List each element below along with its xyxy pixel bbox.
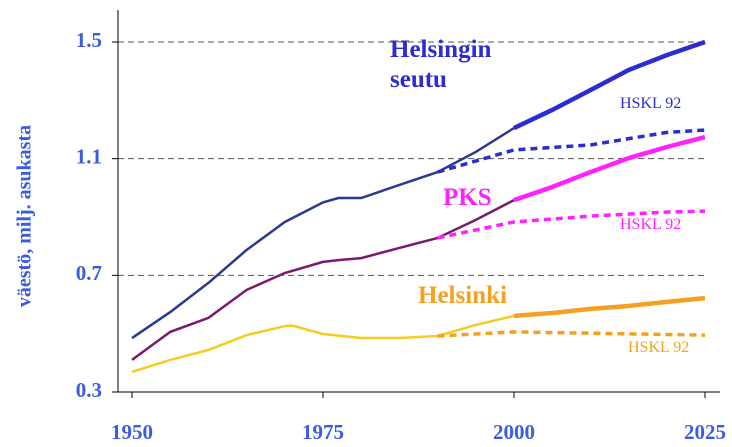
x-tick-label: 2025: [684, 420, 726, 444]
x-tick-label: 2000: [493, 420, 535, 444]
projection-line: [437, 128, 706, 174]
series-label: Helsinki: [418, 282, 507, 309]
series-label: Helsingin seutu: [390, 36, 492, 93]
y-tick-label: 0.3: [76, 378, 102, 402]
projection-line: [437, 330, 706, 338]
series-label: PKS: [443, 184, 492, 211]
series-line: [131, 198, 515, 361]
y-tick-label: 1.5: [76, 28, 102, 52]
series-line: [131, 126, 515, 340]
series-line: [513, 39, 706, 131]
projection-line: [437, 209, 706, 240]
x-tick-label: 1975: [302, 420, 344, 444]
y-axis-label: väestö, milj. asukasta: [14, 125, 36, 307]
x-tick-label: 1950: [111, 420, 153, 444]
y-tick-label: 1.1: [76, 144, 102, 168]
series-label: HSKL 92: [620, 216, 682, 233]
series-label: HSKL 92: [620, 95, 682, 112]
series-line: [513, 295, 706, 319]
series-label: HSKL 92: [628, 339, 690, 356]
series-line: [513, 134, 706, 203]
y-tick-label: 0.7: [76, 261, 102, 285]
